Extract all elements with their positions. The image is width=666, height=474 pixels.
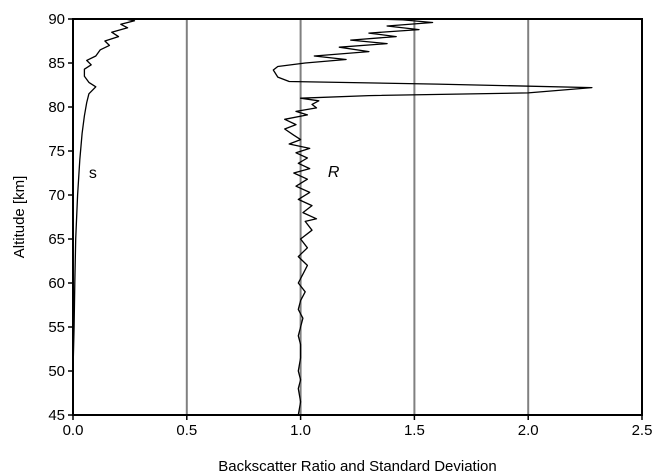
x-tick-label: 1.5 (404, 422, 425, 439)
series-label-r: R (328, 164, 340, 181)
x-tick-label: 2.0 (518, 422, 539, 439)
y-axis-label: Altitude [km] (11, 176, 28, 259)
series-layer (72, 18, 593, 416)
y-tick-label: 90 (48, 11, 65, 28)
y-tick-label: 70 (48, 187, 65, 204)
y-tick-label: 80 (48, 99, 65, 116)
gridlines (185, 19, 530, 415)
y-tick-label: 85 (48, 55, 65, 72)
y-tick-label: 45 (48, 407, 65, 424)
plot-frame (72, 18, 643, 416)
x-tick-label: 0.0 (63, 422, 84, 439)
series-line-r (272, 18, 593, 416)
x-tick-label: 2.5 (632, 422, 653, 439)
y-tick-label: 60 (48, 275, 65, 292)
series-label-s: s (89, 165, 97, 182)
series-line-s (72, 18, 136, 415)
x-tick-label: 1.0 (290, 422, 311, 439)
x-tick-label: 0.5 (176, 422, 197, 439)
y-tick-label: 55 (48, 319, 65, 336)
axis-ticks: 0.0 0.5 1.0 1.5 2.0 2.5 45 50 55 60 65 70 75 80 85 90 (48, 11, 652, 439)
y-tick-label: 50 (48, 363, 65, 380)
y-tick-label: 65 (48, 231, 65, 248)
y-tick-label: 75 (48, 143, 65, 160)
series-labels: Rs (89, 164, 340, 182)
x-axis-label: Backscatter Ratio and Standard Deviation (218, 458, 497, 474)
